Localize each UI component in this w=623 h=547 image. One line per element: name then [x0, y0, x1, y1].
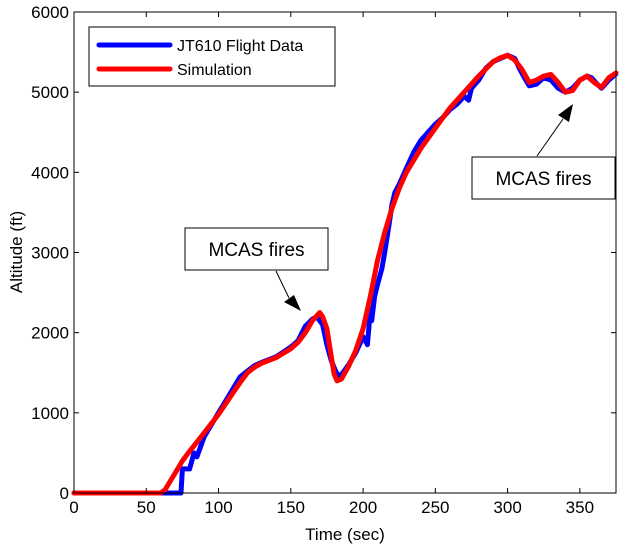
- y-axis-label: Altitude (ft): [7, 211, 26, 293]
- ticks-layer: 0 50 100 150 200 250 300 350 0 1000 2000 3000 4000 50…: [31, 3, 616, 517]
- y-tick-label: 0: [60, 484, 69, 503]
- legend: JT610 Flight Data Simulation: [88, 26, 336, 87]
- x-tick-label: 50: [137, 498, 156, 517]
- series-line-simulation: [71, 52, 619, 496]
- y-tick-label: 4000: [31, 163, 69, 182]
- annotation-box-2: [471, 156, 616, 200]
- x-tick-label: 350: [566, 498, 594, 517]
- y-tick-label: 6000: [31, 3, 69, 22]
- x-axis-label: Time (sec): [305, 525, 385, 544]
- annotation-arrowhead-1: [284, 295, 301, 311]
- annotation-arrow-line-2: [536, 118, 564, 157]
- y-tick-label: 3000: [31, 244, 69, 263]
- annotation-mcas-2: MCAS fires: [471, 104, 616, 200]
- legend-label-simulation: Simulation: [177, 62, 252, 79]
- annotation-text-1: MCAS fires: [208, 240, 304, 261]
- annotation-arrowhead-2: [558, 104, 573, 122]
- x-tick-label: 300: [493, 498, 521, 517]
- x-tick-label: 250: [421, 498, 449, 517]
- annotation-mcas-1: MCAS fires: [184, 227, 329, 311]
- x-tick-label: 100: [204, 498, 232, 517]
- x-tick-label: 0: [69, 498, 78, 517]
- x-tick-label: 150: [277, 498, 305, 517]
- y-tick-label: 2000: [31, 324, 69, 343]
- x-tick-label: 200: [349, 498, 377, 517]
- y-tick-label: 1000: [31, 404, 69, 423]
- annotation-text-2: MCAS fires: [495, 169, 591, 190]
- plot-area: [74, 12, 616, 493]
- annotation-arrow-line-1: [275, 270, 290, 299]
- annotation-box-1: [184, 227, 329, 271]
- legend-label-jt610: JT610 Flight Data: [177, 38, 303, 55]
- legend-box: [88, 26, 336, 87]
- y-tick-label: 5000: [31, 83, 69, 102]
- series-layer: [71, 52, 619, 496]
